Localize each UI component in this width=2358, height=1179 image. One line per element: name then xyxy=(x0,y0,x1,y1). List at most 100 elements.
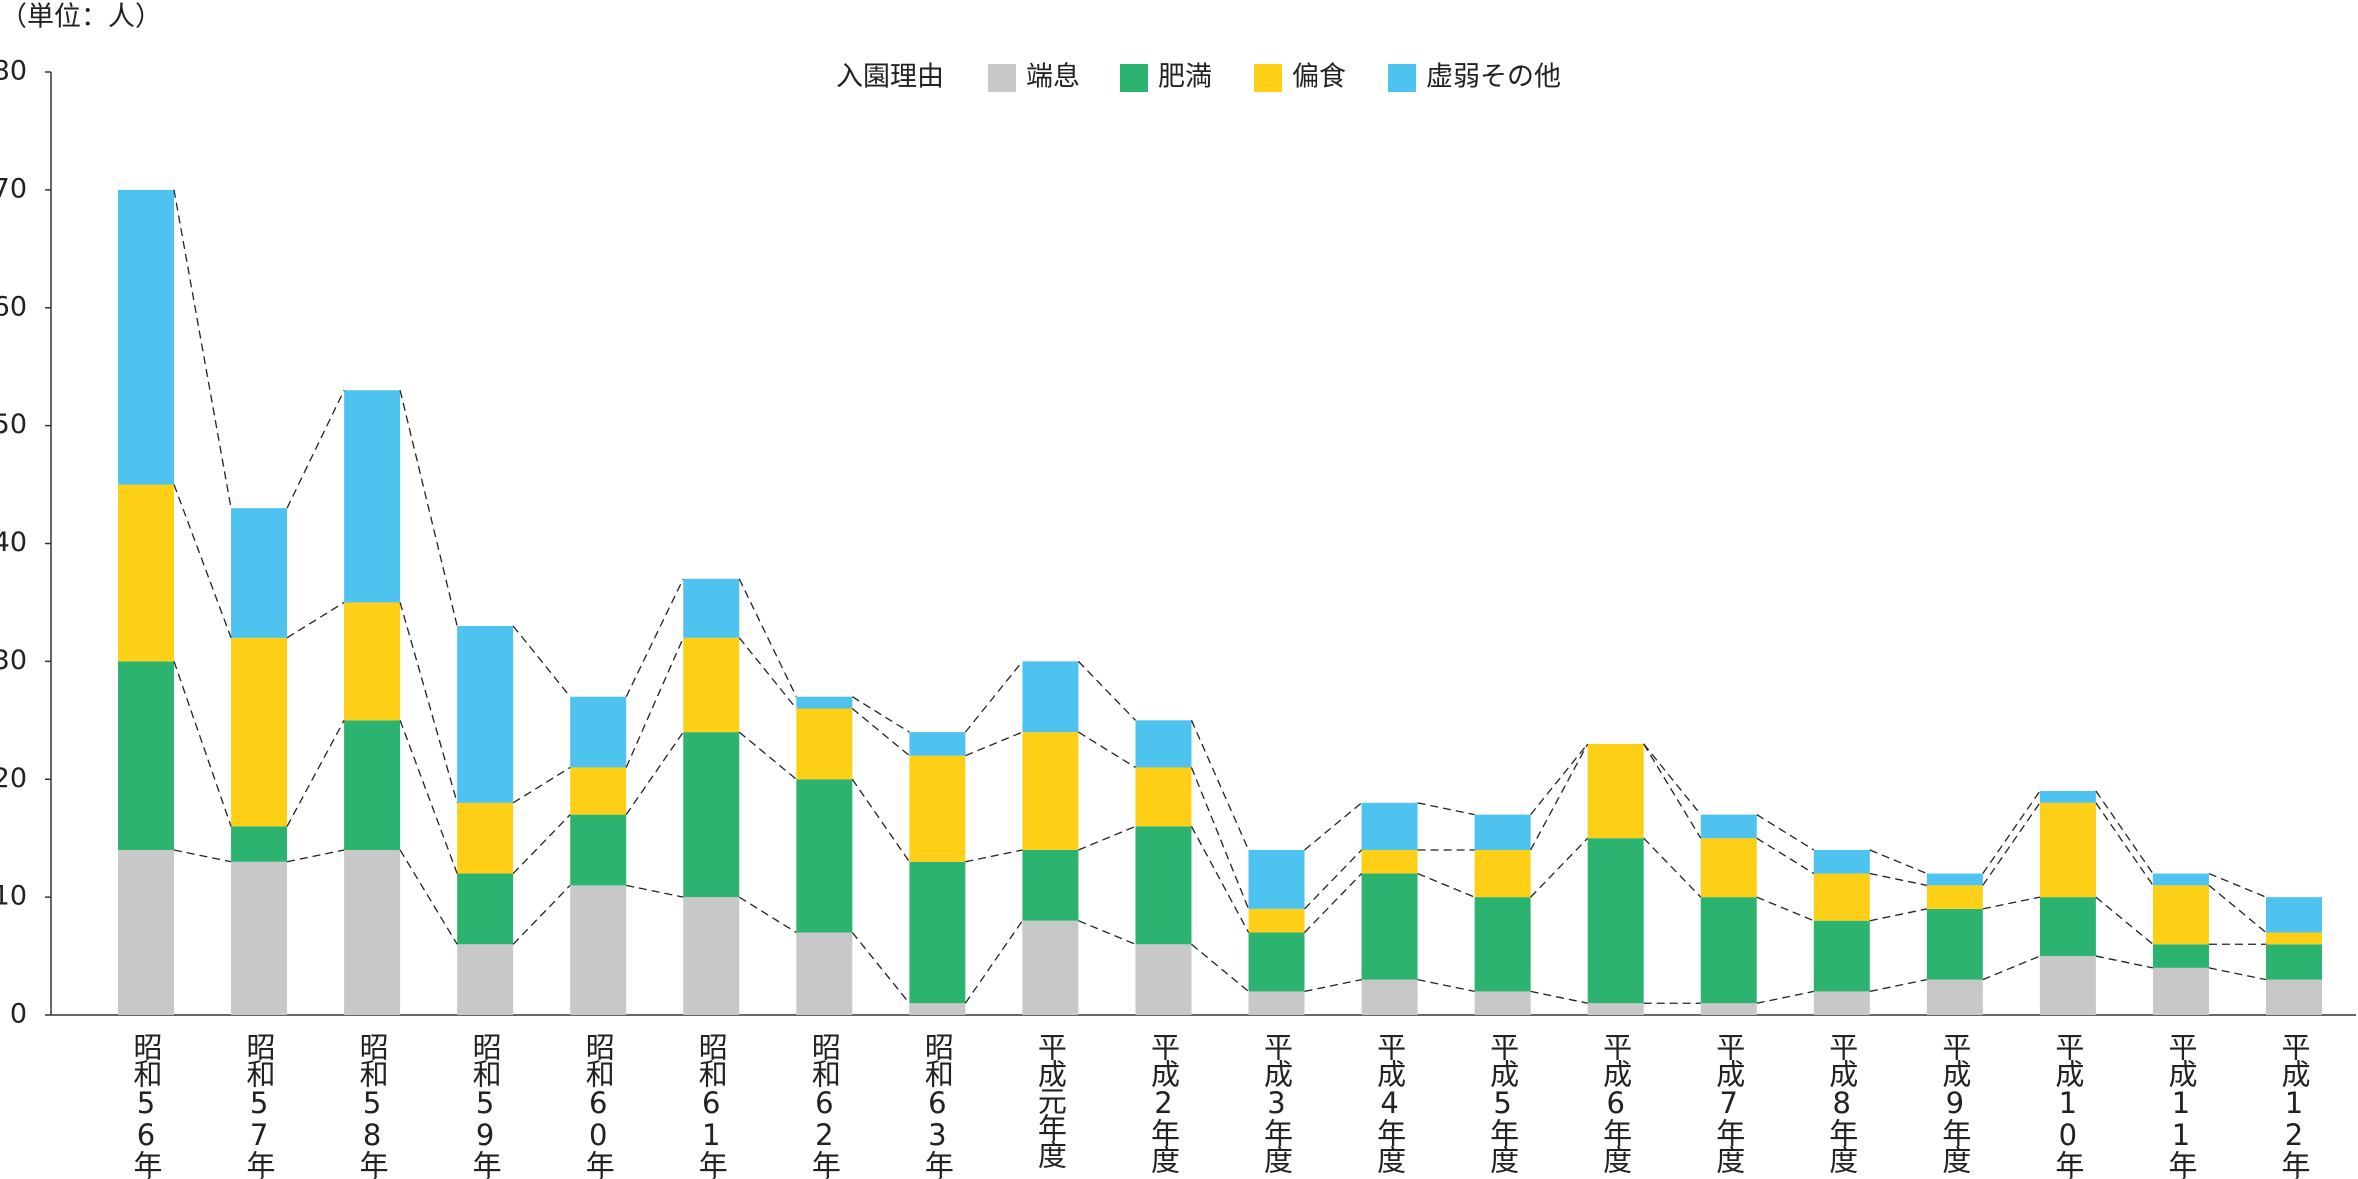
bar-segment xyxy=(1248,849,1305,909)
connector xyxy=(1304,802,1362,851)
bar-segment xyxy=(231,861,288,1015)
x-tick-label: 昭和58年度 xyxy=(355,1032,389,1179)
x-tick-label: 平成4年度 xyxy=(1373,1032,1407,1174)
bar-segment xyxy=(570,767,627,815)
bar-segment xyxy=(118,849,174,1015)
x-tick-label: 昭和59年度 xyxy=(468,1032,502,1179)
bar-segment xyxy=(683,897,740,1015)
bar-segment xyxy=(1926,908,1983,980)
connector xyxy=(1756,990,1814,1004)
bar-segment xyxy=(118,189,174,485)
bar-segment xyxy=(1135,826,1192,945)
x-tick-label: 平成7年度 xyxy=(1712,1032,1746,1174)
connector xyxy=(2208,967,2267,981)
connector xyxy=(1869,908,1927,922)
connector xyxy=(2095,802,2154,886)
bar-segment xyxy=(683,578,740,638)
connector xyxy=(286,601,345,639)
x-tick-label: 昭和60年度 xyxy=(581,1032,615,1179)
legend-swatch xyxy=(988,64,1016,92)
bar-segment xyxy=(909,732,966,756)
bar-segment xyxy=(231,637,288,827)
bar-segment xyxy=(1813,849,1870,874)
x-tick-label: 平成3年度 xyxy=(1260,1032,1294,1174)
connector xyxy=(399,602,458,804)
connector xyxy=(1417,979,1475,993)
bar-segment xyxy=(118,661,174,850)
connector xyxy=(965,849,1023,863)
bar-segment xyxy=(1474,849,1531,898)
connector xyxy=(738,896,797,934)
y-tick-label: 60 xyxy=(0,291,27,322)
connector xyxy=(1190,826,1250,933)
connector xyxy=(1982,802,2041,886)
connector xyxy=(1530,990,1588,1004)
bar-segment xyxy=(570,885,627,1015)
x-tick-label: 平成2年度 xyxy=(1146,1032,1180,1174)
x-tick-label: 昭和61年度 xyxy=(694,1032,728,1179)
connector xyxy=(173,849,232,863)
bar-segment xyxy=(344,602,401,721)
legend-title: 入園理由 xyxy=(836,62,944,93)
bar-segment xyxy=(1587,838,1644,1004)
connector xyxy=(2208,884,2267,933)
y-tick-label: 30 xyxy=(0,645,27,676)
y-tick-label: 80 xyxy=(0,56,27,87)
bar-segment xyxy=(1248,991,1305,1015)
connector xyxy=(964,660,1023,733)
bar-segment xyxy=(1361,802,1418,850)
bar-segment xyxy=(1135,944,1192,1015)
connector xyxy=(851,932,910,1004)
bar-segment xyxy=(1700,897,1757,1004)
x-tick-label: 平成6年度 xyxy=(1599,1032,1633,1174)
bar-segment xyxy=(1474,814,1531,850)
connector xyxy=(1982,955,2041,981)
connector xyxy=(1304,849,1363,910)
legend-label: 虚弱その他 xyxy=(1426,62,1561,93)
bar-segment xyxy=(1813,991,1870,1015)
bar-segment xyxy=(1022,849,1079,921)
bar-segment xyxy=(2039,897,2096,957)
connector xyxy=(1643,743,1702,816)
legend-swatch xyxy=(1388,64,1416,92)
bar-segment xyxy=(2152,944,2209,968)
bar-segment xyxy=(796,932,853,1015)
x-tick-label: 昭和57年度 xyxy=(242,1032,276,1179)
bar-segment xyxy=(2266,932,2322,945)
connector xyxy=(965,731,1023,757)
x-tick-label: 昭和63年度 xyxy=(920,1032,954,1179)
y-tick-label: 40 xyxy=(0,527,27,558)
bar-segment xyxy=(1813,873,1870,921)
connector xyxy=(1756,814,1815,851)
bar-segment xyxy=(457,802,514,874)
bar-segment xyxy=(1474,897,1531,992)
bar-segment xyxy=(909,1003,966,1015)
connector xyxy=(1869,849,1928,875)
connector xyxy=(286,720,345,827)
bar-segment xyxy=(1474,991,1531,1015)
bar-segment xyxy=(457,626,514,803)
bar-segment xyxy=(909,755,966,862)
connector xyxy=(1530,837,1589,898)
x-tick-label: 昭和56年度 xyxy=(129,1032,163,1179)
bar-segment xyxy=(1587,743,1644,839)
bar-segment xyxy=(2266,979,2322,1015)
bar-segment xyxy=(1926,873,1983,886)
connector xyxy=(625,578,684,698)
connector xyxy=(1982,790,2041,874)
bar-segment xyxy=(909,861,966,1004)
bar-segment xyxy=(796,779,853,933)
connector xyxy=(1869,872,1927,886)
bar-segment xyxy=(344,390,401,603)
connector xyxy=(399,849,458,945)
unit-label: （単位：人） xyxy=(0,2,162,33)
bar-segment xyxy=(570,814,627,886)
connector xyxy=(1078,731,1136,769)
connector xyxy=(626,884,684,898)
bar-segment xyxy=(796,708,853,780)
bar-segment xyxy=(1587,1003,1644,1015)
connector xyxy=(2095,790,2154,874)
connector xyxy=(512,625,571,698)
connector xyxy=(1643,837,1702,898)
connector xyxy=(1077,660,1136,721)
